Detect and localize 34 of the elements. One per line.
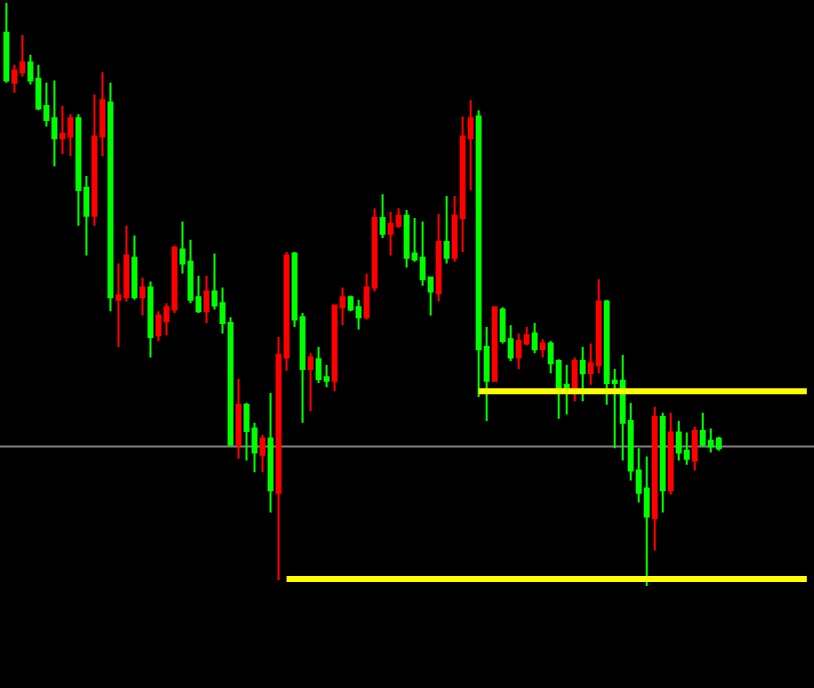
candlestick <box>715 435 722 452</box>
candlestick <box>259 433 266 474</box>
candlestick <box>67 113 74 158</box>
candlestick <box>691 425 698 472</box>
candlestick <box>667 411 674 496</box>
candlestick <box>491 306 498 382</box>
candlestick <box>355 298 362 331</box>
candlestick <box>131 234 138 301</box>
candlestick <box>403 208 410 269</box>
candlestick <box>579 345 586 403</box>
candlestick <box>531 322 538 355</box>
candlestick <box>307 352 314 413</box>
candlestick <box>51 79 58 168</box>
candlestick <box>315 345 322 385</box>
candlestick <box>699 411 706 448</box>
candlestick <box>139 276 146 317</box>
candlestick <box>203 274 210 325</box>
candlestick <box>435 212 442 303</box>
candlestick <box>643 455 650 587</box>
candlestick <box>379 193 386 239</box>
candlestick <box>651 405 658 552</box>
candlestick <box>267 391 274 514</box>
candlestick <box>675 419 682 462</box>
candlestick <box>659 411 666 514</box>
candlestick <box>539 338 546 359</box>
candlestick <box>443 194 450 265</box>
candlestick <box>147 280 154 359</box>
candlestick <box>387 210 394 257</box>
candlestick <box>235 377 242 460</box>
candlestick <box>515 332 522 371</box>
candlestick <box>155 310 162 343</box>
candlestick <box>3 1 10 84</box>
candlestick <box>59 105 66 155</box>
candlestick <box>571 356 578 403</box>
